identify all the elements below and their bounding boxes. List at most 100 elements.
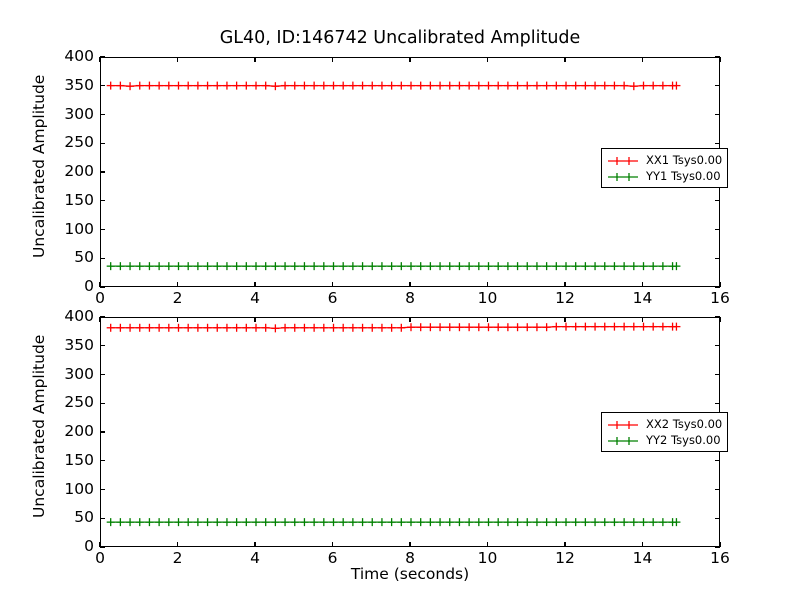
legend-item: XX1 Tsys0.00 [606,152,722,168]
y-tick-label: 100 [64,219,94,238]
series-markers [106,81,681,91]
x-tick [564,282,566,287]
x-tick [641,57,644,62]
xtick-labels-top: 0 2 4 6 8 10 12 14 16 [95,289,730,313]
y-tick [100,286,105,288]
x-tick [719,542,721,547]
x-tick-label: 6 [327,549,338,567]
x-tick-label: 14 [632,549,653,567]
y-tick [715,85,720,87]
legend-top: XX1 Tsys0.00 YY1 Tsys0.00 [601,148,729,188]
x-tick-label: 12 [555,289,575,307]
legend-bottom: XX2 Tsys0.00 YY2 Tsys0.00 [601,412,729,452]
x-tick [641,317,644,322]
x-tick-label: 4 [250,289,260,307]
legend-swatch-icon [606,169,640,183]
y-tick [715,228,720,231]
y-tick [715,56,720,58]
x-tick-label: 8 [405,549,415,567]
legend-swatch-icon [606,417,640,431]
y-tick-label: 200 [64,422,94,440]
y-tick-label: 400 [64,47,94,65]
y-tick-label: 0 [84,277,94,295]
y-tick-label: 250 [64,133,94,152]
x-tick-label: 10 [477,289,498,307]
xtick-labels-bottom: 0 2 4 6 8 10 12 14 16 [95,549,730,573]
series-markers [106,262,681,271]
x-tick [486,317,489,322]
x-tick [486,57,489,62]
x-tick-label: 8 [405,289,415,307]
y-tick-label: 50 [74,508,94,527]
y-tick [715,488,720,491]
x-tick [254,282,256,287]
legend-swatch-icon [606,433,640,447]
ytick-labels-top: 0 50 100 150 200 250 300 350 400 [48,48,94,294]
x-tick-label: 4 [250,549,260,567]
x-tick-label: 14 [632,289,653,307]
y-tick [100,85,105,87]
y-tick [100,431,105,433]
y-tick [715,345,720,347]
x-tick [176,542,179,547]
x-tick [409,282,411,287]
x-tick-label: 2 [172,289,183,307]
x-axis-title-bottom: Time (seconds) [350,565,470,583]
y-tick [715,286,720,288]
x-tick [486,282,489,287]
series-markers [106,322,681,333]
y-axis-title-bottom: Uncalibrated Amplitude [30,334,48,518]
x-tick [641,542,644,547]
x-tick [564,542,566,547]
legend-label: YY2 Tsys0.00 [646,433,721,447]
x-tick-label: 0 [95,289,105,307]
x-tick [99,282,101,287]
y-tick-label: 150 [64,450,94,469]
x-tick [331,57,334,62]
y-tick-label: 0 [84,537,94,555]
legend-label: XX1 Tsys0.00 [646,153,723,167]
x-tick [99,317,101,322]
y-tick [100,200,105,202]
x-tick [99,57,101,62]
y-tick [715,257,720,259]
y-tick-label: 150 [64,190,94,209]
y-tick [100,488,105,491]
legend-swatch-icon [606,153,640,167]
x-tick [331,317,334,322]
x-tick [641,282,644,287]
y-tick-label: 200 [64,162,94,180]
x-tick [176,317,179,322]
x-tick [254,317,256,322]
x-tick [486,542,489,547]
y-tick [715,517,720,519]
y-tick [715,200,720,202]
x-tick [331,542,334,547]
x-tick [719,57,721,62]
legend-item: YY1 Tsys0.00 [606,168,722,184]
ticks-bottom [99,316,721,548]
y-tick [100,142,105,144]
x-tick-label: 2 [172,549,183,567]
y-tick [715,460,720,462]
x-tick [719,317,721,322]
x-tick [719,282,721,287]
legend-item: XX2 Tsys0.00 [606,416,722,432]
y-tick [100,460,105,462]
y-tick-label: 300 [64,364,94,383]
y-tick [100,316,105,318]
y-tick-label: 400 [64,307,94,325]
y-tick [100,402,105,404]
x-tick [331,282,334,287]
y-tick-label: 350 [64,335,94,354]
y-tick-label: 100 [64,479,94,498]
y-tick [100,373,105,376]
x-tick [99,542,101,547]
y-tick [100,113,105,116]
x-tick-label: 12 [555,549,575,567]
ytick-labels-bottom: 0 50 100 150 200 250 300 350 400 [48,308,94,554]
legend-item: YY2 Tsys0.00 [606,432,722,448]
y-tick [100,546,105,548]
y-tick-label: 300 [64,104,94,123]
x-tick-label: 10 [477,549,498,567]
